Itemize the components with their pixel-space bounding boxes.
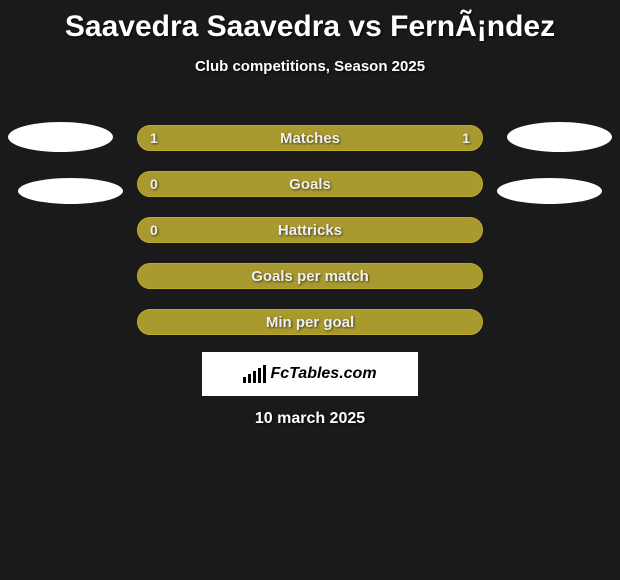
stat-row-goals: 0 Goals xyxy=(137,171,483,197)
stat-left-value: 1 xyxy=(150,130,158,146)
date-label: 10 march 2025 xyxy=(0,410,620,428)
stat-left-value: 0 xyxy=(150,222,158,238)
stat-label: Goals xyxy=(138,176,482,193)
player-right-ellipse-1 xyxy=(507,122,612,152)
fctables-logo[interactable]: FcTables.com xyxy=(202,352,418,396)
stat-label: Hattricks xyxy=(138,222,482,239)
stat-left-value: 0 xyxy=(150,176,158,192)
stat-label: Goals per match xyxy=(138,268,482,285)
stat-right-value: 1 xyxy=(462,130,470,146)
stats-list: 1 Matches 1 0 Goals 0 Hattricks Goals pe… xyxy=(137,125,483,355)
chart-icon xyxy=(243,365,266,383)
stat-label: Min per goal xyxy=(138,314,482,331)
player-left-ellipse-2 xyxy=(18,178,123,204)
logo-text: FcTables.com xyxy=(270,365,376,383)
player-left-ellipse-1 xyxy=(8,122,113,152)
stat-row-hattricks: 0 Hattricks xyxy=(137,217,483,243)
stat-label: Matches xyxy=(138,130,482,147)
page-title: Saavedra Saavedra vs FernÃ¡ndez xyxy=(0,0,620,44)
comparison-card: Saavedra Saavedra vs FernÃ¡ndez Club com… xyxy=(0,0,620,580)
stat-row-matches: 1 Matches 1 xyxy=(137,125,483,151)
stat-row-goals-per-match: Goals per match xyxy=(137,263,483,289)
subtitle: Club competitions, Season 2025 xyxy=(0,58,620,75)
player-right-ellipse-2 xyxy=(497,178,602,204)
stat-row-min-per-goal: Min per goal xyxy=(137,309,483,335)
